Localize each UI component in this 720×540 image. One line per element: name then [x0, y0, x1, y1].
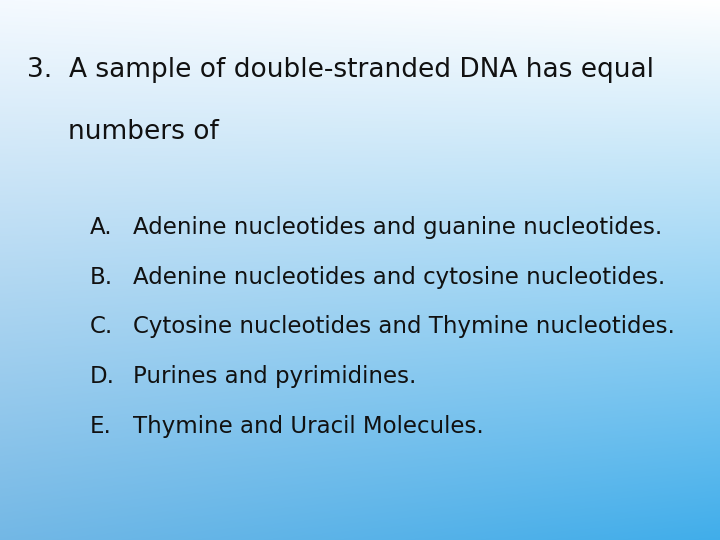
Text: Adenine nucleotides and guanine nucleotides.: Adenine nucleotides and guanine nucleoti…: [133, 216, 662, 239]
Text: A.: A.: [90, 216, 112, 239]
Text: B.: B.: [90, 266, 113, 289]
Text: D.: D.: [90, 365, 115, 388]
Text: Cytosine nucleotides and Thymine nucleotides.: Cytosine nucleotides and Thymine nucleot…: [133, 315, 675, 339]
Text: Thymine and Uracil Molecules.: Thymine and Uracil Molecules.: [133, 415, 484, 438]
Text: numbers of: numbers of: [68, 119, 220, 145]
Text: C.: C.: [90, 315, 113, 339]
Text: Purines and pyrimidines.: Purines and pyrimidines.: [133, 365, 417, 388]
Text: Adenine nucleotides and cytosine nucleotides.: Adenine nucleotides and cytosine nucleot…: [133, 266, 665, 289]
Text: 3.  A sample of double-stranded DNA has equal: 3. A sample of double-stranded DNA has e…: [27, 57, 654, 83]
Text: E.: E.: [90, 415, 112, 438]
